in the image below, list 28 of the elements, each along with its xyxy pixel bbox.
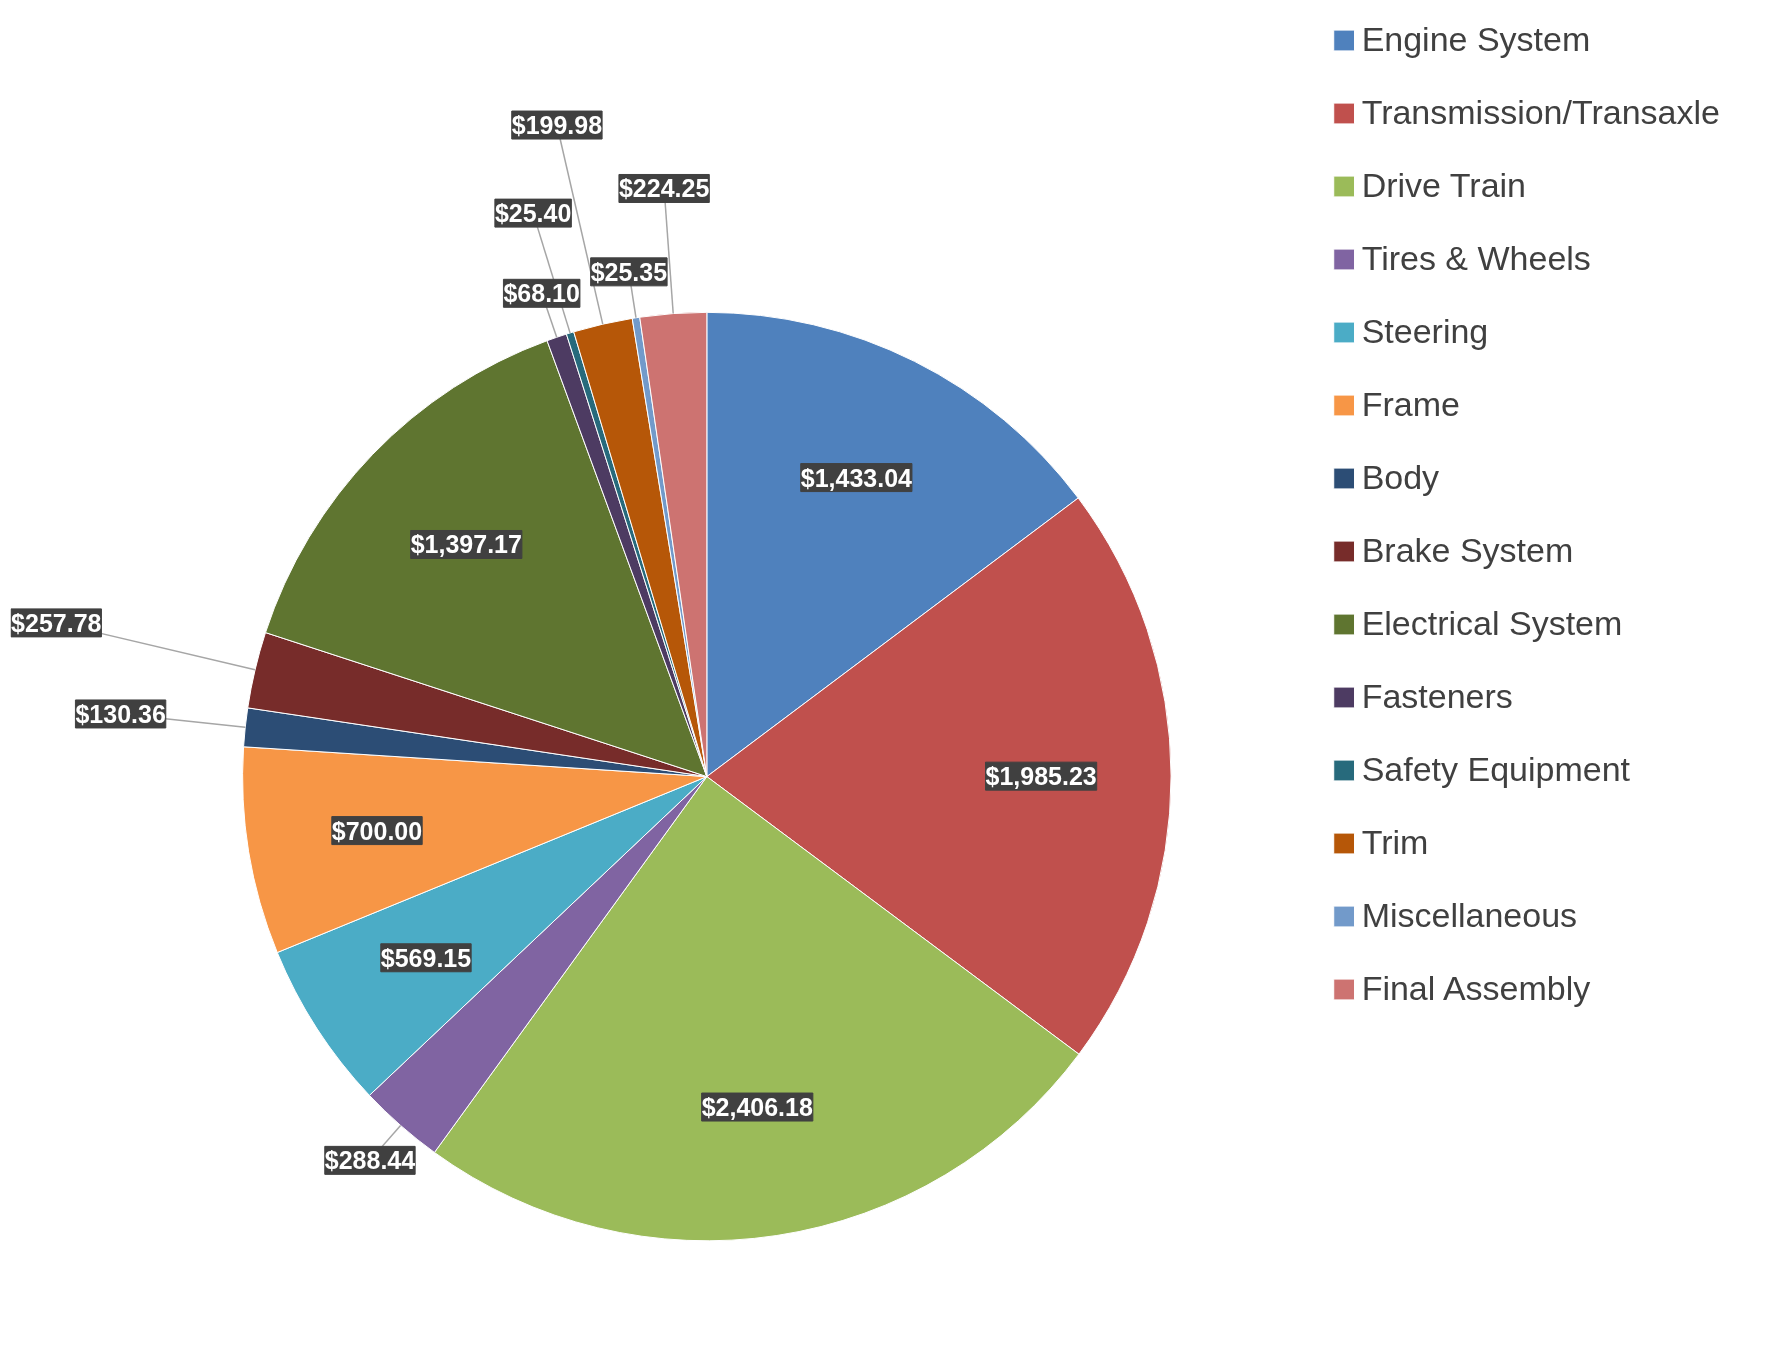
data-label: $288.44 <box>324 1146 416 1175</box>
legend-label: Frame <box>1361 385 1460 424</box>
legend-label: Brake System <box>1361 531 1574 570</box>
legend-label: Body <box>1361 458 1440 497</box>
data-label: $25.35 <box>590 257 668 286</box>
data-label: $199.98 <box>511 111 603 140</box>
legend-label: Engine System <box>1361 20 1591 59</box>
data-label: $130.36 <box>75 699 166 728</box>
legend-label: Tires & Wheels <box>1361 239 1591 278</box>
data-label: $569.15 <box>380 943 472 972</box>
legend-label: Steering <box>1361 312 1489 351</box>
legend-label: Miscellaneous <box>1361 896 1578 935</box>
data-label: $1,985.23 <box>985 762 1097 791</box>
legend-label: Fasteners <box>1361 677 1513 716</box>
legend-label: Drive Train <box>1361 166 1526 205</box>
legend-label: Transmission/Transaxle <box>1361 93 1720 132</box>
legend-label: Safety Equipment <box>1361 750 1631 789</box>
data-label: $700.00 <box>331 816 423 845</box>
data-label: $1,433.04 <box>800 463 913 492</box>
data-label: $2,406.18 <box>701 1093 813 1122</box>
data-label: $224.25 <box>618 174 710 203</box>
legend-label: Electrical System <box>1361 604 1623 643</box>
legend-label: Trim <box>1361 823 1429 862</box>
data-label: $1,397.17 <box>410 530 522 559</box>
legend-label: Final Assembly <box>1361 969 1591 1008</box>
data-label: $257.78 <box>11 608 102 637</box>
data-label: $68.10 <box>503 279 580 308</box>
data-label: $25.40 <box>494 199 572 228</box>
